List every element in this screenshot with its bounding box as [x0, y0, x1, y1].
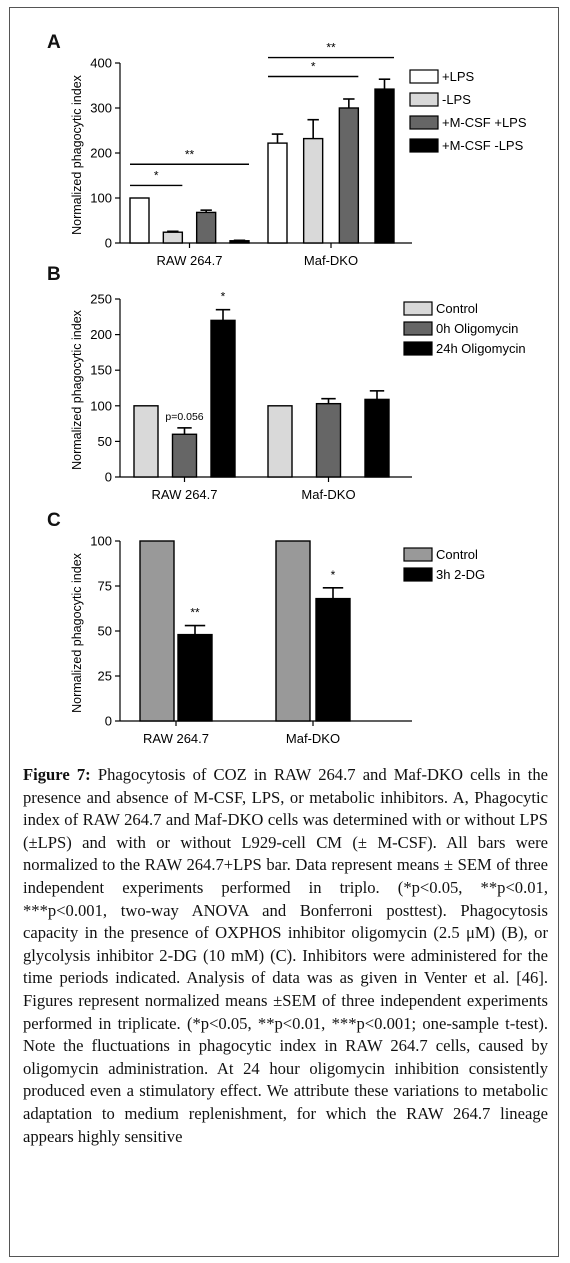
legend-label: 24h Oligomycin — [436, 341, 526, 356]
legend-swatch — [409, 138, 439, 153]
legend-swatch — [403, 547, 433, 562]
legend-label: 3h 2-DG — [436, 567, 485, 582]
bar — [302, 137, 324, 244]
y-tick-label: 25 — [98, 669, 112, 684]
x-tick-label: RAW 264.7 — [157, 253, 223, 268]
y-tick-label: 300 — [90, 101, 112, 116]
legend-label: Control — [436, 301, 478, 316]
panel-label-a: A — [47, 32, 61, 53]
legend-label: -LPS — [442, 92, 471, 107]
figure-caption: Figure 7: Phagocytosis of COZ in RAW 264… — [23, 764, 548, 1148]
bar — [275, 540, 311, 722]
legend-label: +LPS — [442, 69, 474, 84]
y-tick-label: 150 — [90, 363, 112, 378]
significance-label: ** — [185, 147, 195, 161]
y-tick-label: 0 — [105, 236, 112, 251]
significance-label: * — [154, 168, 159, 182]
bar — [133, 405, 159, 478]
bar — [162, 231, 184, 244]
panel-b: B 0 50 100 150 200 250 Normalized phagocytic i… — [10, 262, 560, 502]
legend-label: Control — [436, 547, 478, 562]
bar — [315, 597, 351, 722]
bar — [171, 433, 198, 478]
significance-label: * — [221, 290, 226, 304]
legend-swatch — [403, 341, 433, 356]
legend-swatch — [403, 567, 433, 582]
y-tick-label: 100 — [90, 191, 112, 206]
y-axis-title: Normalized phagocytic index — [70, 552, 84, 713]
y-tick-label: 50 — [98, 434, 112, 449]
legend-label: +M-CSF -LPS — [442, 138, 524, 153]
figure-frame — [9, 7, 559, 1257]
caption-label: Figure 7: — [23, 765, 91, 784]
x-tick-label: Maf-DKO — [286, 731, 340, 746]
bar — [338, 107, 360, 244]
bar — [210, 319, 236, 478]
bar — [374, 88, 395, 244]
chart-a: 0 100 200 300 400 Normalized phagocytic index… — [70, 41, 527, 268]
y-tick-label: 400 — [90, 56, 112, 71]
x-tick-label: RAW 264.7 — [152, 487, 218, 502]
y-tick-label: 0 — [105, 470, 112, 485]
legend-swatch — [409, 92, 439, 107]
legend-swatch — [403, 301, 433, 316]
significance-label: * — [311, 60, 316, 74]
legend-label: 0h Oligomycin — [436, 321, 518, 336]
legend-swatch — [403, 321, 433, 336]
significance-label: ** — [190, 606, 200, 620]
chart-b: 0 50 100 150 200 250 Normalized phagocytic ind… — [70, 290, 526, 502]
x-tick-label: Maf-DKO — [304, 253, 358, 268]
chart-c: 0 25 50 75 100 Normalized phagocytic index RAW… — [70, 534, 485, 747]
y-tick-label: 200 — [90, 327, 112, 342]
legend-swatch — [409, 115, 439, 130]
bar — [364, 398, 390, 478]
y-axis-title: Normalized phagocytic index — [70, 309, 84, 470]
y-tick-label: 50 — [98, 624, 112, 639]
significance-label: * — [331, 568, 336, 582]
panel-label-b: B — [47, 264, 61, 285]
bar — [267, 142, 288, 244]
bar — [267, 405, 293, 478]
x-tick-label: RAW 264.7 — [143, 731, 209, 746]
y-tick-label: 250 — [90, 292, 112, 307]
legend-label: +M-CSF +LPS — [442, 115, 527, 130]
y-tick-label: 0 — [105, 714, 112, 729]
bar — [139, 540, 175, 722]
y-tick-label: 100 — [90, 534, 112, 549]
bar — [315, 402, 342, 478]
significance-label: ** — [326, 41, 336, 55]
y-tick-label: 75 — [98, 579, 112, 594]
caption-text: Phagocytosis of COZ in RAW 264.7 and Maf… — [23, 765, 548, 1146]
panel-label-c: C — [47, 510, 61, 531]
y-tick-label: 200 — [90, 146, 112, 161]
y-tick-label: 100 — [90, 398, 112, 413]
y-axis-title: Normalized phagocytic index — [70, 74, 84, 235]
legend-swatch — [409, 69, 439, 84]
panel-c: C 0 25 50 75 100 Normalized phagocytic index R… — [10, 508, 560, 748]
bar — [177, 633, 213, 722]
panel-a: A 0 100 200 300 400 Normalized phagocytic ind… — [10, 30, 560, 270]
bar — [195, 211, 217, 244]
bar — [129, 197, 150, 244]
x-tick-label: Maf-DKO — [301, 487, 355, 502]
significance-label: p=0.056 — [165, 411, 203, 423]
